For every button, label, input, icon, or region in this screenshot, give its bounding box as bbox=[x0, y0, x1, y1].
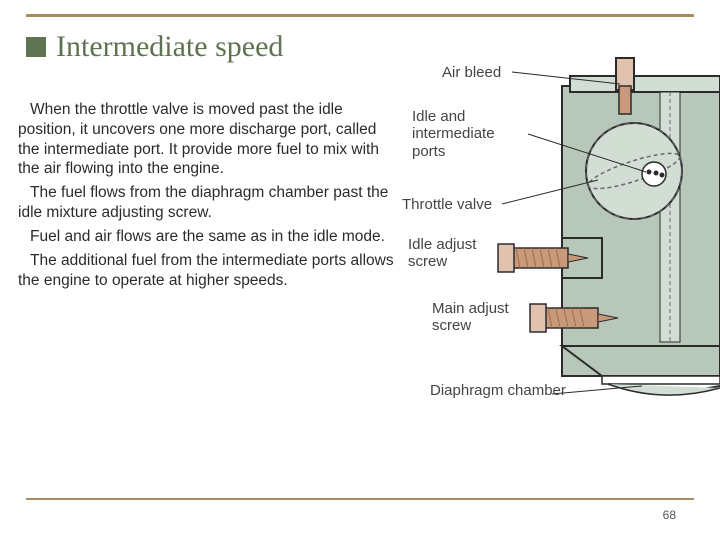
title-text: Intermediate speed bbox=[56, 30, 283, 64]
label-diaphragm-chamber: Diaphragm chamber bbox=[430, 382, 566, 399]
paragraph: Fuel and air flows are the same as in th… bbox=[18, 227, 396, 247]
label-idle-adjust-screw: Idle adjust screw bbox=[408, 236, 476, 271]
page-number: 68 bbox=[663, 508, 676, 522]
paragraph: When the throttle valve is moved past th… bbox=[18, 100, 396, 179]
paragraph: The fuel flows from the diaphragm chambe… bbox=[18, 183, 396, 223]
label-air-bleed: Air bleed bbox=[442, 64, 501, 81]
title-bullet-icon bbox=[26, 37, 46, 57]
slide: Intermediate speed When the throttle val… bbox=[0, 0, 720, 540]
top-rule bbox=[26, 14, 694, 17]
paragraph: The additional fuel from the intermediat… bbox=[18, 251, 396, 291]
label-throttle-valve: Throttle valve bbox=[402, 196, 492, 213]
label-idle-intermediate-ports: Idle and intermediate ports bbox=[412, 108, 495, 160]
bottom-rule bbox=[26, 498, 694, 500]
body-text: When the throttle valve is moved past th… bbox=[18, 100, 396, 294]
carburetor-diagram: Air bleed Idle and intermediate ports Th… bbox=[402, 56, 720, 416]
label-main-adjust-screw: Main adjust screw bbox=[432, 300, 509, 335]
